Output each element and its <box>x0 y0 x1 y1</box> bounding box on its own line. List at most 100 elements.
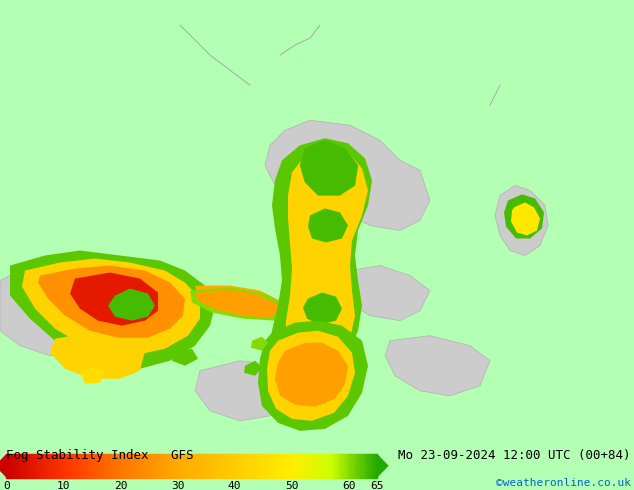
Bar <box>250 454 251 478</box>
Text: Fog Stability Index   GFS: Fog Stability Index GFS <box>6 449 194 463</box>
Bar <box>72 454 73 478</box>
Bar <box>202 454 203 478</box>
Bar <box>365 454 366 478</box>
Bar <box>298 454 299 478</box>
Polygon shape <box>275 343 348 407</box>
Bar <box>11 454 13 478</box>
Bar <box>334 454 335 478</box>
Bar <box>109 454 110 478</box>
Bar <box>161 454 162 478</box>
Bar <box>39 454 40 478</box>
Bar <box>164 454 165 478</box>
Bar <box>183 454 184 478</box>
Bar <box>321 454 323 478</box>
Bar <box>309 454 311 478</box>
Bar <box>241 454 242 478</box>
Bar <box>141 454 142 478</box>
Text: ©weatheronline.co.uk: ©weatheronline.co.uk <box>496 478 631 488</box>
Bar <box>16 454 18 478</box>
Polygon shape <box>258 320 368 431</box>
Bar <box>301 454 302 478</box>
Bar <box>344 454 345 478</box>
Bar <box>157 454 158 478</box>
Bar <box>66 454 67 478</box>
Bar <box>207 454 208 478</box>
Bar <box>371 454 372 478</box>
Bar <box>256 454 257 478</box>
Bar <box>32 454 34 478</box>
Bar <box>290 454 292 478</box>
Bar <box>335 454 337 478</box>
Bar <box>370 454 371 478</box>
Bar <box>56 454 57 478</box>
Bar <box>328 454 329 478</box>
Bar <box>297 454 298 478</box>
Bar <box>223 454 224 478</box>
Bar <box>277 454 278 478</box>
Bar <box>275 454 276 478</box>
Bar <box>208 454 209 478</box>
Bar <box>113 454 114 478</box>
Bar <box>121 454 122 478</box>
Bar <box>230 454 231 478</box>
Bar <box>216 454 217 478</box>
Bar <box>259 454 260 478</box>
Bar <box>308 454 309 478</box>
Bar <box>247 454 249 478</box>
Bar <box>130 454 131 478</box>
Polygon shape <box>0 454 6 478</box>
Bar <box>14 454 15 478</box>
Bar <box>36 454 37 478</box>
Bar <box>47 454 48 478</box>
Bar <box>198 454 199 478</box>
Bar <box>151 454 152 478</box>
Text: 0: 0 <box>3 481 10 490</box>
Bar <box>333 454 334 478</box>
Bar <box>342 454 344 478</box>
Polygon shape <box>267 331 355 421</box>
Bar <box>25 454 26 478</box>
Bar <box>160 454 161 478</box>
Bar <box>169 454 171 478</box>
Text: 30: 30 <box>171 481 184 490</box>
Bar <box>325 454 327 478</box>
Bar <box>213 454 214 478</box>
Bar <box>70 454 72 478</box>
Bar <box>355 454 356 478</box>
Bar <box>127 454 129 478</box>
Bar <box>148 454 150 478</box>
Bar <box>272 454 273 478</box>
Bar <box>78 454 79 478</box>
Bar <box>115 454 117 478</box>
Bar <box>19 454 20 478</box>
Bar <box>77 454 78 478</box>
Bar <box>366 454 367 478</box>
Bar <box>221 454 223 478</box>
Bar <box>140 454 141 478</box>
Text: 60: 60 <box>342 481 356 490</box>
Bar <box>9 454 10 478</box>
Bar <box>142 454 143 478</box>
Bar <box>287 454 288 478</box>
Polygon shape <box>307 148 352 191</box>
Bar <box>293 454 294 478</box>
Bar <box>314 454 316 478</box>
Bar <box>329 454 330 478</box>
Polygon shape <box>195 286 290 318</box>
Bar <box>117 454 118 478</box>
Bar <box>53 454 55 478</box>
Bar <box>26 454 27 478</box>
Bar <box>166 454 167 478</box>
Bar <box>245 454 246 478</box>
Bar <box>6 454 8 478</box>
Bar <box>332 454 333 478</box>
Bar <box>152 454 153 478</box>
Text: 50: 50 <box>285 481 299 490</box>
Bar <box>264 454 265 478</box>
Polygon shape <box>22 259 200 355</box>
Bar <box>330 454 332 478</box>
Bar <box>292 454 293 478</box>
Bar <box>65 454 66 478</box>
Bar <box>168 454 169 478</box>
Bar <box>79 454 81 478</box>
